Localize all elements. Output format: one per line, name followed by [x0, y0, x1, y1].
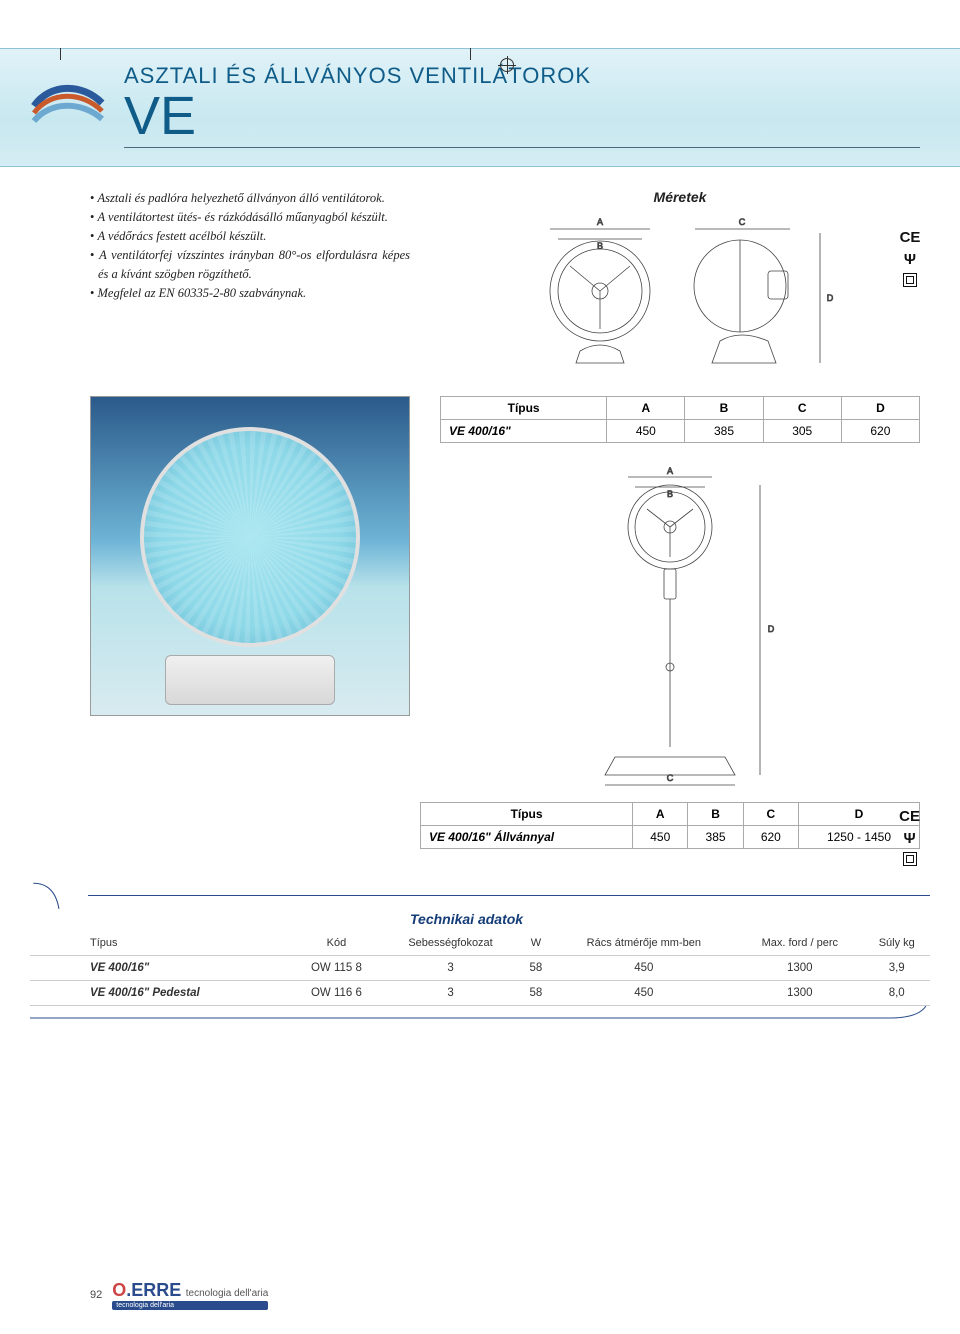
technical-data-table: Típus Kód Sebességfokozat W Rács átmérőj…	[30, 931, 930, 1006]
curve-decoration-icon	[30, 1006, 930, 1022]
table-cell: OW 115 8	[292, 956, 381, 981]
table-cell: 450	[633, 826, 688, 849]
dimensions-diagram-pedestal: A B C D	[440, 467, 920, 792]
brand-tagline: tecnologia dell'aria	[186, 1288, 269, 1299]
table-cell: 3	[381, 956, 520, 981]
ce-mark-icon: CE	[899, 808, 920, 825]
page-number: 92	[90, 1289, 102, 1301]
table-cell: 450	[552, 956, 737, 981]
page-footer: 92 O.ERRE tecnologia dell'aria tecnologi…	[90, 1280, 268, 1310]
bullet-item: Megfelel az EN 60335-2-80 szabványnak.	[90, 284, 410, 302]
certification-icons: CE Ψ	[899, 808, 920, 866]
svg-text:D: D	[768, 624, 775, 634]
table-row: VE 400/16" Pedestal OW 116 6 3 58 450 13…	[30, 981, 930, 1006]
table-cell: 385	[688, 826, 743, 849]
table-header: W	[520, 931, 551, 956]
table-cell: VE 400/16" Állvánnyal	[421, 826, 633, 849]
svg-text:B: B	[667, 489, 673, 499]
svg-text:A: A	[597, 217, 603, 227]
table-cell: 620	[841, 420, 919, 443]
table-cell: 450	[552, 981, 737, 1006]
certification-icons: CE Ψ	[895, 229, 925, 287]
bullet-item: A ventilátorfej vízszintes irányban 80°-…	[90, 246, 410, 282]
table-cell: 1300	[736, 981, 863, 1006]
table-header: B	[685, 397, 763, 420]
ce-mark-icon: CE	[900, 229, 921, 246]
svg-text:A: A	[667, 467, 673, 476]
table-header: Típus	[421, 803, 633, 826]
table-cell: OW 116 6	[292, 981, 381, 1006]
table-header: C	[763, 397, 841, 420]
psi-mark-icon: Ψ	[904, 830, 916, 847]
table-cell: 58	[520, 956, 551, 981]
table-header: Sebességfokozat	[381, 931, 520, 956]
svg-text:D: D	[827, 293, 834, 303]
table-cell: 620	[743, 826, 798, 849]
bullet-item: Asztali és padlóra helyezhető állványon …	[90, 189, 410, 207]
double-insulation-icon	[903, 273, 917, 287]
table-cell: 3	[381, 981, 520, 1006]
dimensions-diagram-desk: Méretek A B C D CE	[440, 189, 920, 376]
table-cell: VE 400/16" Pedestal	[30, 981, 292, 1006]
curve-decoration-icon	[30, 879, 90, 911]
table-header: Súly kg	[863, 931, 930, 956]
table-header: C	[743, 803, 798, 826]
table-header: Rács átmérője mm-ben	[552, 931, 737, 956]
table-cell: 58	[520, 981, 551, 1006]
table-cell: 385	[685, 420, 763, 443]
crop-marks	[0, 48, 960, 78]
psi-mark-icon: Ψ	[904, 251, 916, 268]
table-cell: 305	[763, 420, 841, 443]
tech-data-title: Technikai adatok	[30, 911, 930, 927]
table-cell: 450	[607, 420, 685, 443]
brand-logo-text: O.ERRE	[112, 1280, 181, 1300]
table-cell: 8,0	[863, 981, 930, 1006]
product-photo-desk-fan	[90, 396, 410, 716]
double-insulation-icon	[903, 852, 917, 866]
svg-text:B: B	[597, 241, 603, 251]
bullet-item: A védőrács festett acélból készült.	[90, 227, 410, 245]
bullet-item: A ventilátortest ütés- és rázkódásálló m…	[90, 208, 410, 226]
svg-text:C: C	[739, 217, 746, 227]
table-cell: 1300	[736, 956, 863, 981]
table-cell: VE 400/16"	[441, 420, 607, 443]
table-header: B	[688, 803, 743, 826]
svg-text:C: C	[667, 773, 674, 783]
brand-subtext: tecnologia dell'aria	[112, 1301, 268, 1310]
table-header: A	[607, 397, 685, 420]
brand-swoosh-icon	[30, 73, 106, 139]
table-header: D	[841, 397, 919, 420]
table-header: Kód	[292, 931, 381, 956]
feature-bullets: Asztali és padlóra helyezhető állványon …	[90, 189, 410, 376]
page-title: VE	[124, 89, 920, 143]
dimensions-label: Méretek	[440, 189, 920, 205]
table-header: A	[633, 803, 688, 826]
table-cell: 3,9	[863, 956, 930, 981]
table-header: Típus	[441, 397, 607, 420]
table-cell: VE 400/16"	[30, 956, 292, 981]
dimensions-table-1: Típus A B C D VE 400/16" 450 385 305 620	[440, 396, 920, 443]
table-row: VE 400/16" OW 115 8 3 58 450 1300 3,9	[30, 956, 930, 981]
dimensions-table-2: Típus A B C D VE 400/16" Állvánnyal 450 …	[420, 802, 920, 849]
table-header: Típus	[30, 931, 292, 956]
table-header: Max. ford / perc	[736, 931, 863, 956]
